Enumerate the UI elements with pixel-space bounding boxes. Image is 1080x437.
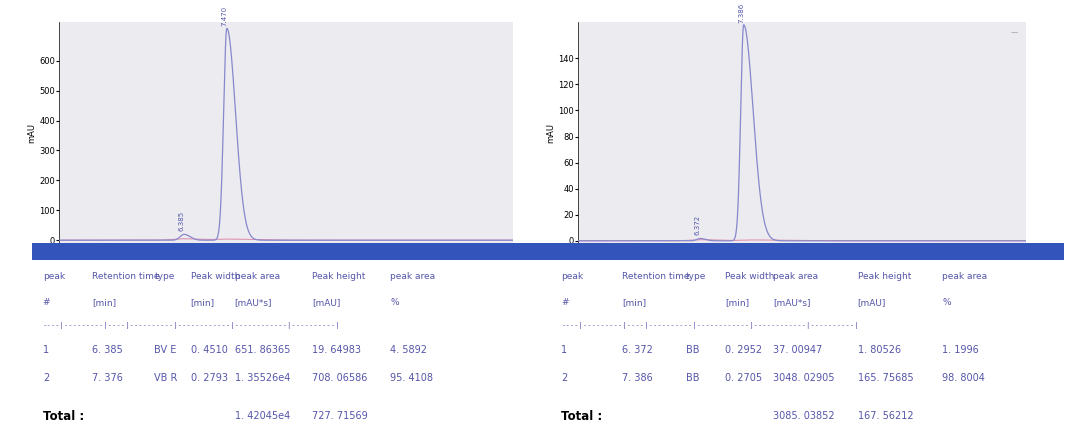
Text: 727. 71569: 727. 71569 (312, 411, 368, 421)
Text: type: type (686, 272, 706, 281)
Text: %: % (390, 298, 399, 307)
Text: %: % (943, 298, 951, 307)
Text: 1. 1996: 1. 1996 (943, 345, 980, 354)
Text: [min]: [min] (92, 298, 117, 307)
Text: [mAU]: [mAU] (312, 298, 340, 307)
Text: type: type (154, 272, 175, 281)
Text: 3048. 02905: 3048. 02905 (773, 373, 835, 382)
Text: 19. 64983: 19. 64983 (312, 345, 362, 354)
Text: 0. 2705: 0. 2705 (726, 373, 762, 382)
Text: ––: –– (1011, 28, 1020, 38)
Text: 3085. 03852: 3085. 03852 (773, 411, 835, 421)
Text: VB R: VB R (154, 373, 177, 382)
Text: 95. 4108: 95. 4108 (390, 373, 433, 382)
Text: 7. 376: 7. 376 (92, 373, 123, 382)
Text: 1. 80526: 1. 80526 (858, 345, 901, 354)
Text: 1: 1 (43, 345, 49, 354)
Text: BB: BB (686, 345, 699, 354)
Text: 7.386: 7.386 (738, 3, 744, 23)
Text: 98. 8004: 98. 8004 (943, 373, 985, 382)
Text: Peak width: Peak width (726, 272, 774, 281)
Text: 7.470: 7.470 (221, 6, 227, 26)
Text: [min]: [min] (190, 298, 215, 307)
Text: 0. 2952: 0. 2952 (726, 345, 762, 354)
Text: Retention time: Retention time (92, 272, 160, 281)
Text: [mAU*s]: [mAU*s] (234, 298, 272, 307)
Text: Total :: Total : (43, 409, 84, 423)
Text: Peak height: Peak height (858, 272, 912, 281)
Text: 165. 75685: 165. 75685 (858, 373, 914, 382)
Text: 2: 2 (43, 373, 49, 382)
Text: [mAU]: [mAU] (858, 298, 886, 307)
Text: Peak width: Peak width (190, 272, 240, 281)
Text: 4. 5892: 4. 5892 (390, 345, 427, 354)
Text: #: # (562, 298, 569, 307)
Text: 1. 35526e4: 1. 35526e4 (234, 373, 289, 382)
Text: ----|---------|----|----------|------------|------------|----------|: ----|---------|----|----------|---------… (562, 322, 859, 329)
Text: 37. 00947: 37. 00947 (773, 345, 822, 354)
Text: 6.385: 6.385 (178, 211, 185, 231)
Text: 7. 386: 7. 386 (622, 373, 653, 382)
Text: peak area: peak area (390, 272, 435, 281)
Text: [mAU*s]: [mAU*s] (773, 298, 811, 307)
Text: 6.372: 6.372 (694, 215, 701, 235)
Text: 708. 06586: 708. 06586 (312, 373, 367, 382)
Y-axis label: mAU: mAU (28, 123, 37, 143)
Text: peak area: peak area (234, 272, 280, 281)
Y-axis label: mAU: mAU (546, 123, 555, 143)
Text: #: # (43, 298, 51, 307)
Text: peak: peak (43, 272, 65, 281)
Text: 6. 372: 6. 372 (622, 345, 653, 354)
Text: peak: peak (562, 272, 583, 281)
Text: Total :: Total : (562, 409, 603, 423)
Text: [min]: [min] (726, 298, 750, 307)
Text: 6. 385: 6. 385 (92, 345, 123, 354)
Text: peak area: peak area (773, 272, 819, 281)
Text: 167. 56212: 167. 56212 (858, 411, 914, 421)
Text: Peak height: Peak height (312, 272, 366, 281)
Text: BB: BB (686, 373, 699, 382)
Text: peak area: peak area (943, 272, 987, 281)
Text: ----|---------|----|----------|------------|------------|----------|: ----|---------|----|----------|---------… (43, 322, 340, 329)
Text: 651. 86365: 651. 86365 (234, 345, 289, 354)
Text: 0. 2793: 0. 2793 (190, 373, 228, 382)
Text: 2: 2 (562, 373, 568, 382)
Text: 1: 1 (562, 345, 567, 354)
Text: 1. 42045e4: 1. 42045e4 (234, 411, 289, 421)
Text: BV E: BV E (154, 345, 177, 354)
Text: Retention time: Retention time (622, 272, 690, 281)
Text: 0. 4510: 0. 4510 (190, 345, 228, 354)
Text: [min]: [min] (622, 298, 646, 307)
